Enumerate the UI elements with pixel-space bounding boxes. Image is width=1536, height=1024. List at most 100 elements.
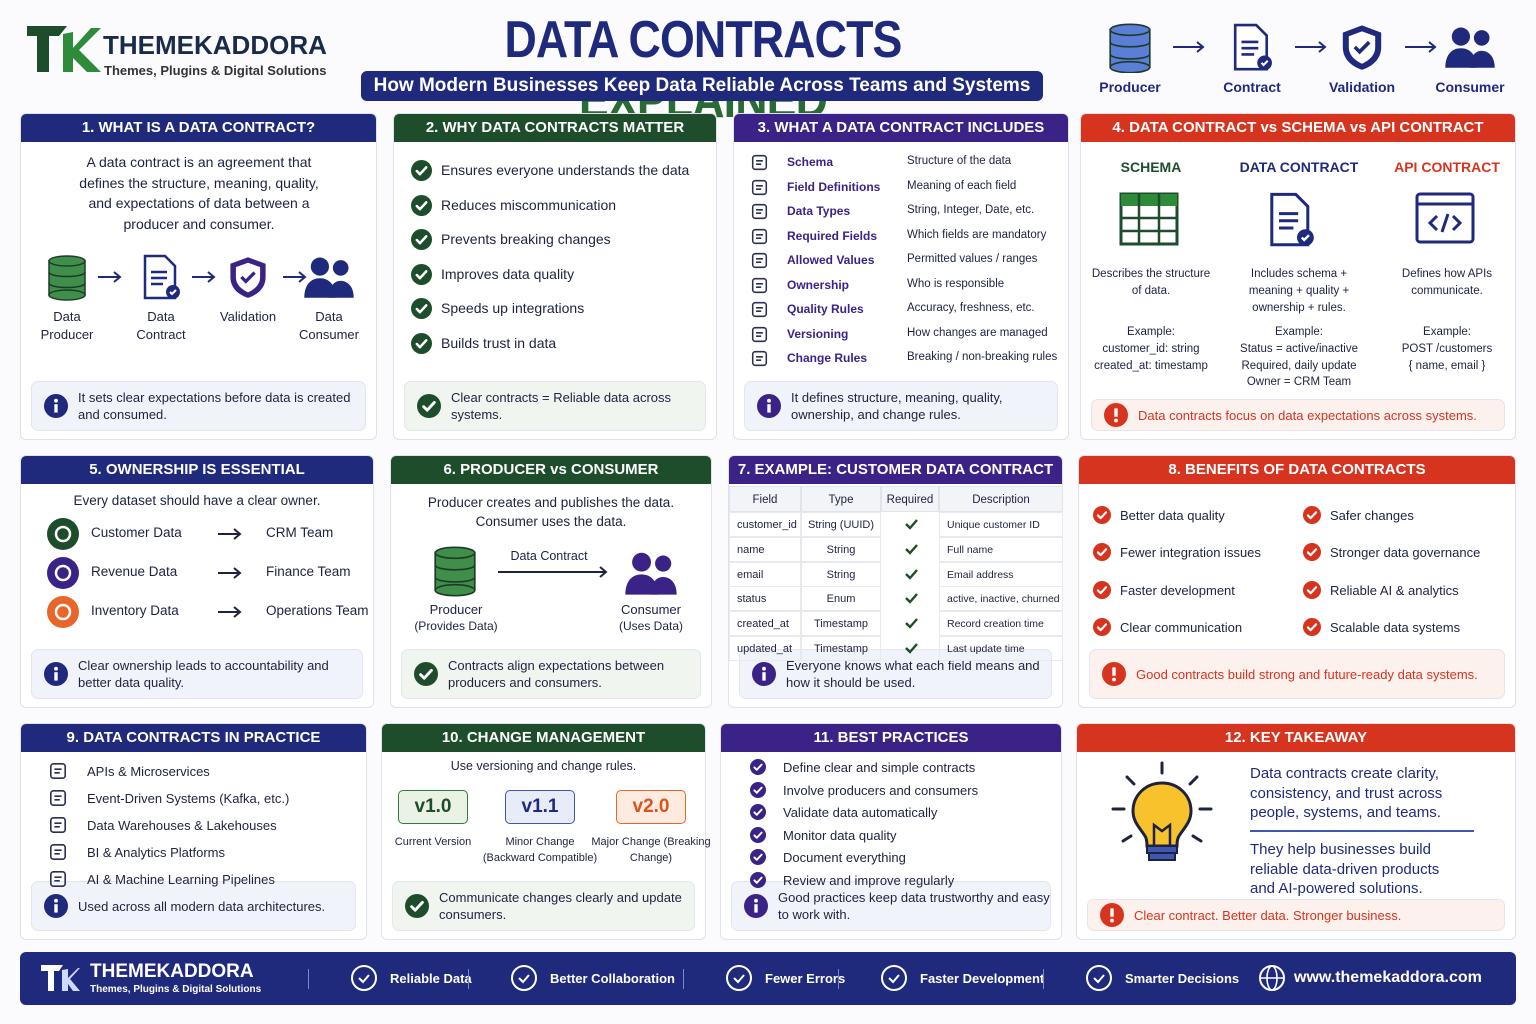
card-title: 4. DATA CONTRACT vs SCHEMA vs API CONTRA… (1081, 114, 1515, 142)
example-line: customer_id: string (1102, 343, 1200, 355)
benefit-check (1093, 580, 1111, 604)
note: Clear ownership leads to accountability … (31, 649, 363, 699)
td: Full name (939, 536, 1063, 562)
note: Contracts align expectations between pro… (401, 649, 701, 699)
note-icon (44, 394, 68, 422)
best-practice: Monitor data quality (783, 827, 897, 843)
td: Record creation time (939, 611, 1063, 637)
dataset: Revenue Data (91, 564, 178, 579)
step-label: Data Producer (40, 309, 94, 342)
practice-check (750, 759, 766, 780)
bulb-icon (1107, 759, 1217, 874)
practice-icon (49, 789, 67, 812)
required-check (904, 517, 918, 536)
note-text: Data contracts focus on data expectation… (1138, 407, 1477, 423)
card: 10. CHANGE MANAGEMENT Communicate changes… (381, 723, 711, 940)
version-label: Minor Change (Backward Compatible) (482, 836, 598, 864)
card-title: 10. CHANGE MANAGEMENT (382, 724, 705, 752)
note-icon (1102, 662, 1126, 690)
title: DATA CONTRACTS EXPLAINED (408, 10, 998, 130)
note: Clear contract. Better data. Stronger bu… (1087, 899, 1505, 931)
owner-icon (47, 596, 79, 633)
link-label: Data Contract (510, 549, 588, 563)
intro: Every dataset should have a clear owner. (73, 493, 321, 508)
card-title: 9. DATA CONTRACTS IN PRACTICE (21, 724, 366, 752)
best-practice: Involve producers and consumers (783, 782, 979, 798)
producer-sub: (Provides Data) (414, 619, 498, 633)
row-icon (751, 350, 768, 372)
best-practice: Validate data automatically (783, 805, 938, 820)
reason: Builds trust in data (441, 334, 557, 351)
note-text: Good contracts build strong and future-r… (1136, 666, 1478, 682)
th: Type (801, 486, 881, 512)
card: 3. WHAT A DATA CONTRACT INCLUDES It defin… (733, 113, 1069, 440)
footer-item: Faster Development (920, 971, 1045, 986)
note-text: Everyone knows what each field means and… (786, 658, 1040, 690)
flow-icon (1104, 18, 1156, 76)
owner: Operations Team (266, 603, 369, 618)
flow-label: Validation (1328, 79, 1396, 95)
version-label: Current Version (394, 836, 472, 848)
td: created_at (729, 611, 801, 637)
takeaway-1: Data contracts create clarity, consisten… (1250, 765, 1443, 821)
benefit: Reliable AI & analytics (1330, 582, 1459, 598)
example-line: Status = active/inactive (1240, 343, 1358, 355)
logo-mark (25, 20, 101, 81)
note-text: Clear ownership leads to accountability … (78, 658, 329, 690)
reason: Reduces miscommunication (441, 196, 617, 213)
version-label: Major Change (Breaking Change) (591, 836, 711, 864)
check-icon (411, 332, 432, 359)
footer-sep (468, 969, 469, 989)
flow-label: Producer (1099, 79, 1161, 95)
flow-icon (1444, 18, 1496, 76)
note: Used across all modern data architecture… (31, 881, 356, 931)
best-practice: Review and improve regularly (783, 872, 955, 888)
note-icon (417, 394, 441, 422)
example-label: Example: (1127, 326, 1175, 338)
globe-icon (1258, 964, 1286, 997)
card: 5. OWNERSHIP IS ESSENTIAL Clear ownership… (20, 455, 374, 708)
include-name: Ownership (787, 277, 850, 292)
row-icon (751, 277, 768, 299)
footer-item: Better Collaboration (550, 971, 675, 986)
note: Everyone knows what each field means and… (739, 649, 1052, 699)
step-label: Data Contract (136, 309, 186, 342)
td: updated_at (729, 636, 801, 661)
benefit: Scalable data systems (1330, 619, 1461, 635)
step-icon (41, 250, 93, 304)
step-label: Data Consumer (299, 309, 359, 342)
example-label: Example: (1275, 326, 1323, 338)
include-desc: Who is responsible (907, 277, 1005, 290)
note: It sets clear expectations before data i… (31, 381, 366, 431)
row-icon (751, 179, 768, 201)
footer-sep (838, 969, 839, 989)
owner-arrow (217, 566, 243, 585)
footer-sep (1043, 969, 1044, 989)
note-text: Communicate changes clearly and update c… (439, 890, 682, 922)
required-check (904, 542, 918, 561)
example-line: Required, daily update (1241, 359, 1357, 372)
card-title: 11. BEST PRACTICES (721, 724, 1061, 752)
required-check (904, 591, 918, 610)
step-icon (135, 250, 187, 304)
include-desc: Permitted values / ranges (907, 253, 1038, 265)
note: Good practices keep data trustworthy and… (731, 881, 1051, 931)
practice-icon (49, 762, 67, 785)
row-icon (751, 252, 768, 274)
flow-arrow (1404, 40, 1438, 59)
col-icon (1415, 192, 1475, 249)
note-icon (44, 662, 68, 690)
card: 12. KEY TAKEAWAY Clear contract. Better d… (1076, 723, 1516, 940)
footer-icon (725, 964, 753, 997)
td: Enum (801, 586, 881, 612)
td: Email address (939, 561, 1063, 587)
practice: Data Warehouses & Lakehouses (87, 818, 277, 833)
td: String (UUID) (801, 512, 881, 537)
card-title: 6. PRODUCER vs CONSUMER (391, 456, 711, 484)
flow-arrow (1172, 40, 1206, 59)
flow-label: Contract (1223, 79, 1281, 95)
reason: Improves data quality (441, 265, 575, 282)
flow-arrow (1294, 40, 1328, 59)
intro: Producer creates and publishes the data.… (427, 495, 675, 529)
note-icon (757, 394, 781, 422)
